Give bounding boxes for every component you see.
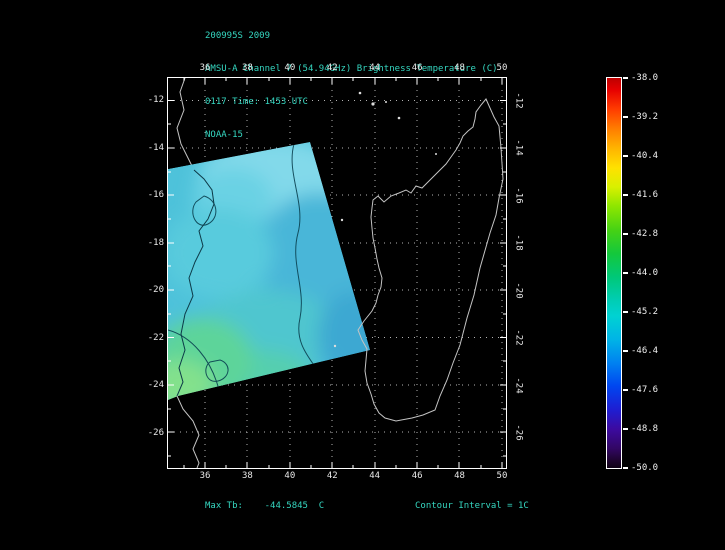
colorbar-value-label: -46.4 [631,346,659,356]
colorbar-value-label: -42.8 [631,229,659,239]
lat-tick-label: -14 [513,139,524,156]
lat-tick-label: -20 [147,285,164,296]
lon-axis-bottom: 36 38 40 42 44 46 48 50 [189,471,518,482]
lat-tick-label: -22 [147,332,164,343]
colorbar-ticks [623,77,628,469]
colorbar-tick [623,272,628,274]
colorbar-tick [623,311,628,313]
coastline-madagascar [357,98,504,422]
colorbar-tick [623,389,628,391]
lat-tick-label: -12 [513,91,524,109]
lon-tick-label: 48 [454,63,465,73]
header-satellite: NOAA-15 [205,130,243,140]
colorbar-tick [623,467,628,469]
lon-axis-top: 36 38 40 42 44 46 48 50 [189,63,518,74]
colorbar-value-label: -47.6 [631,385,659,395]
colorbar-tick [623,116,628,118]
lon-tick-label: 50 [496,471,508,481]
colorbar-tick [623,155,628,157]
lon-tick-label: 46 [411,63,423,73]
colorbar [606,77,622,469]
lat-tick-label: -16 [513,186,524,204]
colorbar-tick [623,194,628,196]
swath [168,142,370,400]
lat-tick-label: -14 [147,142,164,153]
contour-lines [168,143,317,395]
coastline-africa-lower [176,395,200,468]
colorbar-tick [623,350,628,352]
map-canvas [168,78,506,468]
contour-interval-label: Contour Interval = 1C [415,501,529,511]
colorbar-value-label: -38.0 [631,73,659,83]
colorbar-value-label: -39.2 [631,112,659,122]
frame-ticks [168,78,506,468]
colorbar-tick [623,428,628,430]
lon-tick-label: 36 [199,63,211,73]
lon-tick-label: 44 [369,63,381,73]
lat-tick-label: -22 [513,329,524,346]
colorbar-value-label: -45.2 [631,307,659,317]
map-frame [167,77,507,469]
lon-tick-label: 50 [496,63,508,73]
colorbar-value-label: -44.0 [631,268,659,278]
plot-header: 200995S 2009 AMSU-A Channel 7 (54.94GHz)… [205,9,498,163]
lon-tick-label: 40 [284,471,296,481]
lat-tick-label: -20 [513,282,524,299]
lon-tick-label: 40 [284,63,296,73]
lon-tick-label: 42 [326,471,338,481]
max-tb-label: Max Tb: -44.5845 C [205,501,325,511]
colorbar-value-label: -50.0 [631,463,659,473]
lat-axis-left: -12 -14 -16 -18 -20 -22 -24 -26 [138,94,164,439]
colorbar-labels: -38.0 -39.2 -40.4 -41.6 -42.8 -44.0 -45.… [631,72,658,474]
lat-tick-label: -18 [513,234,524,251]
lat-tick-label: -12 [147,95,164,105]
colorbar-tick [623,233,628,235]
header-time: 0117 Time: 1453 UTC [205,97,308,107]
lon-tick-label: 48 [454,471,465,481]
lon-tick-label: 36 [199,471,211,481]
colorbar-tick [623,77,628,79]
coastline-africa-overlay [176,169,215,397]
lat-tick-label: -26 [147,427,164,438]
lat-tick-label: -26 [513,424,524,442]
header-title: AMSU-A Channel 7 (54.94GHz) Brightness T… [205,64,498,74]
lat-tick-label: -16 [147,190,164,201]
lat-tick-label: -18 [147,237,164,248]
lat-tick-label: -24 [147,380,164,391]
lat-axis-right: -12 -14 -16 -18 -20 -22 -24 -26 [508,91,528,442]
island-dots [333,91,437,348]
lon-tick-label: 46 [411,471,423,481]
colorbar-value-label: -40.4 [631,151,659,161]
lat-tick-label: -24 [513,377,524,394]
colorbar-value-label: -48.8 [631,424,659,434]
header-date: 200995S 2009 [205,31,271,41]
lon-tick-label: 44 [369,471,381,481]
colorbar-value-label: -41.6 [631,190,659,200]
lon-tick-label: 42 [326,63,338,73]
coastline-africa-upper [176,78,195,171]
lon-tick-label: 38 [242,63,253,73]
lon-tick-label: 38 [242,471,253,481]
